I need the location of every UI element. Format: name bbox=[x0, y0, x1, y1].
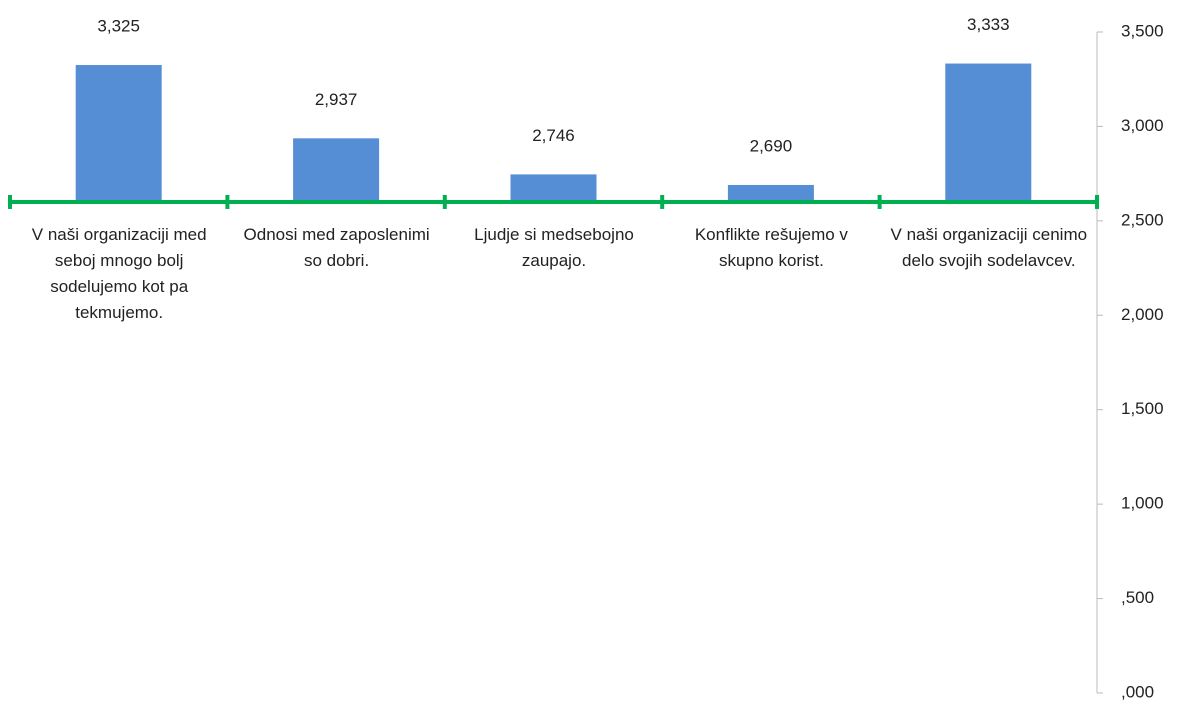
y-tick-label: 3,000 bbox=[1121, 116, 1164, 135]
bar bbox=[510, 174, 597, 202]
value-label: 3,325 bbox=[97, 17, 140, 36]
y-tick-label: 1,500 bbox=[1121, 399, 1164, 418]
y-tick-label: 1,000 bbox=[1121, 494, 1164, 513]
value-label: 2,746 bbox=[532, 126, 575, 145]
x-tick-label: Odnosi med zaposlenimi so dobri. bbox=[243, 224, 430, 270]
bar bbox=[945, 63, 1032, 202]
bar bbox=[293, 138, 380, 202]
x-tick-label: Ljudje si medsebojno zaupajo. bbox=[474, 224, 634, 270]
y-tick-label: ,500 bbox=[1121, 588, 1154, 607]
x-tick-label: Konflikte rešujemo v skupno korist. bbox=[694, 224, 848, 270]
y-tick-label: 3,500 bbox=[1121, 21, 1164, 40]
bar bbox=[727, 184, 814, 202]
value-label: 2,690 bbox=[750, 136, 793, 155]
x-tick-label: V naši organizaciji cenimo delo svojih s… bbox=[890, 224, 1088, 270]
bar bbox=[75, 65, 162, 202]
x-tick-label: V naši organizaciji med seboj mnogo bolj… bbox=[31, 224, 207, 322]
value-label: 3,333 bbox=[967, 15, 1010, 34]
value-label: 2,937 bbox=[315, 90, 358, 109]
y-tick-label: 2,500 bbox=[1121, 210, 1164, 229]
y-tick-label: ,000 bbox=[1121, 682, 1154, 701]
y-tick-label: 2,000 bbox=[1121, 305, 1164, 324]
